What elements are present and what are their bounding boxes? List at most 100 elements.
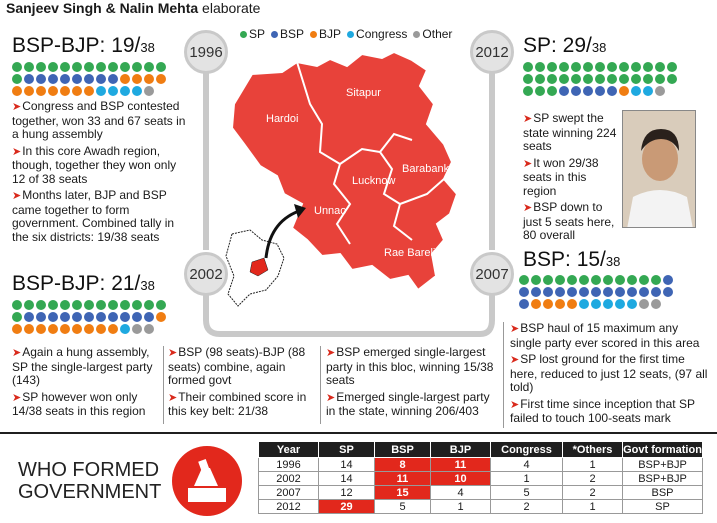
seat-dot-bjp (84, 86, 94, 96)
inset-arrow-head (294, 204, 306, 218)
seat-dot-bsp (132, 312, 142, 322)
panel-2007-title: BSP: 15/38 (523, 248, 620, 274)
seat-dot-sp (595, 74, 605, 84)
seat-dot-bjp (96, 324, 106, 334)
seat-dot-bjp (531, 299, 541, 309)
seat-dot-sp (36, 300, 46, 310)
seat-dot-sp (535, 62, 545, 72)
seat-dot-bsp (555, 287, 565, 297)
panel-2002-bullet: ➤Their combined score in this key belt: … (168, 389, 307, 418)
seat-dot-congress (627, 299, 637, 309)
byline: Sanjeev Singh & Nalin Mehta elaborate (6, 0, 260, 16)
seat-dot-sp (547, 62, 557, 72)
seat-dot-bjp (60, 86, 70, 96)
legend-dot-bjp (310, 30, 318, 38)
who-formed-line1: WHO FORMED (18, 459, 160, 481)
panel-2012-bullet-text: It won 29/38 seats in this region (523, 155, 599, 198)
panel-2002-bullet-text: BSP emerged single-largest party in this… (326, 345, 494, 387)
map-label-rae-bareli: Rae Bareli (384, 247, 435, 259)
seat-dot-bjp (132, 74, 142, 84)
seat-dot-sp (567, 275, 577, 285)
table-cell: 1 (562, 499, 623, 514)
panel-2007-bullet-text: First time since inception that SP faile… (510, 396, 695, 425)
seat-dot-congress (108, 86, 118, 96)
panel-2007-title-main: BSP: 15/ (523, 248, 606, 271)
legend-bsp: BSP (271, 27, 304, 41)
seat-dot-sp (535, 86, 545, 96)
panel-2007-bullet-text: SP lost ground for the first time here, … (510, 352, 708, 394)
panel-2002-bullet: ➤BSP emerged single-largest party in thi… (326, 345, 494, 387)
seat-dot-bsp (531, 287, 541, 297)
seat-dot-sp (579, 275, 589, 285)
table-cell: 11 (430, 457, 491, 472)
panel-2002-title-main: BSP-BJP: 21/ (12, 272, 141, 295)
seat-dot-congress (631, 86, 641, 96)
seat-dot-congress (120, 324, 130, 334)
panel-2002-col2: ➤BSP (98 seats)-BJP (88 seats) combine, … (168, 345, 318, 422)
year-2007-badge: 2007 (470, 252, 514, 296)
seat-dot-sp (655, 62, 665, 72)
seat-dot-bjp (24, 86, 34, 96)
legend-label-bsp: BSP (280, 27, 305, 41)
legend-other: Other (413, 27, 452, 41)
seat-dot-sp (12, 74, 22, 84)
map-label-sitapur: Sitapur (346, 87, 381, 99)
seat-dot-bsp (519, 299, 529, 309)
table-cell: 1 (490, 471, 563, 486)
seat-dot-bsp (48, 312, 58, 322)
seat-dot-sp (643, 74, 653, 84)
panel-2002-bullet: ➤SP however won only 14/38 seats in this… (12, 389, 146, 418)
seat-dot-bjp (108, 324, 118, 334)
table-cell: 8 (374, 457, 431, 472)
table-row: 2007 12 15 4 5 2 BSP (258, 485, 703, 500)
seat-dot-sp (667, 62, 677, 72)
panel-2007-seat-dots (519, 275, 673, 309)
ballot-icon (172, 446, 242, 516)
seat-dot-bjp (12, 86, 22, 96)
seat-dot-sp (48, 300, 58, 310)
seat-dot-bjp (48, 324, 58, 334)
panel-1996-seat-dots (12, 62, 166, 96)
seat-dot-sp (144, 62, 154, 72)
seat-dot-sp (36, 62, 46, 72)
seat-dot-bsp (591, 287, 601, 297)
seat-dot-sp (120, 300, 130, 310)
panel-2002-bullet: ➤Again a hung assembly, SP the single-la… (12, 345, 153, 387)
seat-dot-bsp (579, 287, 589, 297)
panel-2012-bullet-text: BSP down to just 5 seats here, 80 overal… (523, 200, 615, 242)
seat-dot-bjp (48, 86, 58, 96)
legend-label-other: Other (422, 27, 453, 41)
map-label-barabanki: Barabanki (402, 163, 452, 175)
table-header-row: Year SP BSP BJP Congress *Others Govt fo… (258, 441, 703, 458)
map-label-lucknow: Lucknow (352, 175, 395, 187)
panel-2012-bullet: ➤It won 29/38 seats in this region (523, 155, 599, 198)
table-header: Year (258, 441, 319, 458)
seat-dot-bjp (120, 74, 130, 84)
panel-1996-bullet: ➤Months later, BJP and BSP came together… (12, 188, 175, 244)
seat-dot-other (655, 86, 665, 96)
seat-dot-sp (12, 312, 22, 322)
table-cell: 2 (562, 485, 623, 500)
table-header: BJP (430, 441, 491, 458)
seat-dot-bsp (84, 312, 94, 322)
seat-dot-bsp (24, 74, 34, 84)
seat-dot-sp (132, 62, 142, 72)
seat-dot-bsp (519, 287, 529, 297)
column-divider (163, 346, 164, 424)
seat-dot-sp (615, 275, 625, 285)
table-cell: 2 (562, 471, 623, 486)
table-cell: 5 (374, 499, 431, 514)
table-cell: 2002 (258, 471, 319, 486)
politician-portrait (623, 111, 695, 227)
seat-dot-bsp (627, 287, 637, 297)
table-cell: 1 (562, 457, 623, 472)
politician-photo (622, 110, 696, 228)
seat-dot-sp (543, 275, 553, 285)
seat-dot-congress (579, 299, 589, 309)
legend-dot-sp (240, 30, 247, 38)
table-header: Congress (490, 441, 563, 458)
seat-dot-bjp (84, 324, 94, 334)
map-label-hardoi: Hardoi (266, 113, 298, 125)
legend-dot-other (413, 30, 421, 38)
seat-dot-bsp (603, 287, 613, 297)
